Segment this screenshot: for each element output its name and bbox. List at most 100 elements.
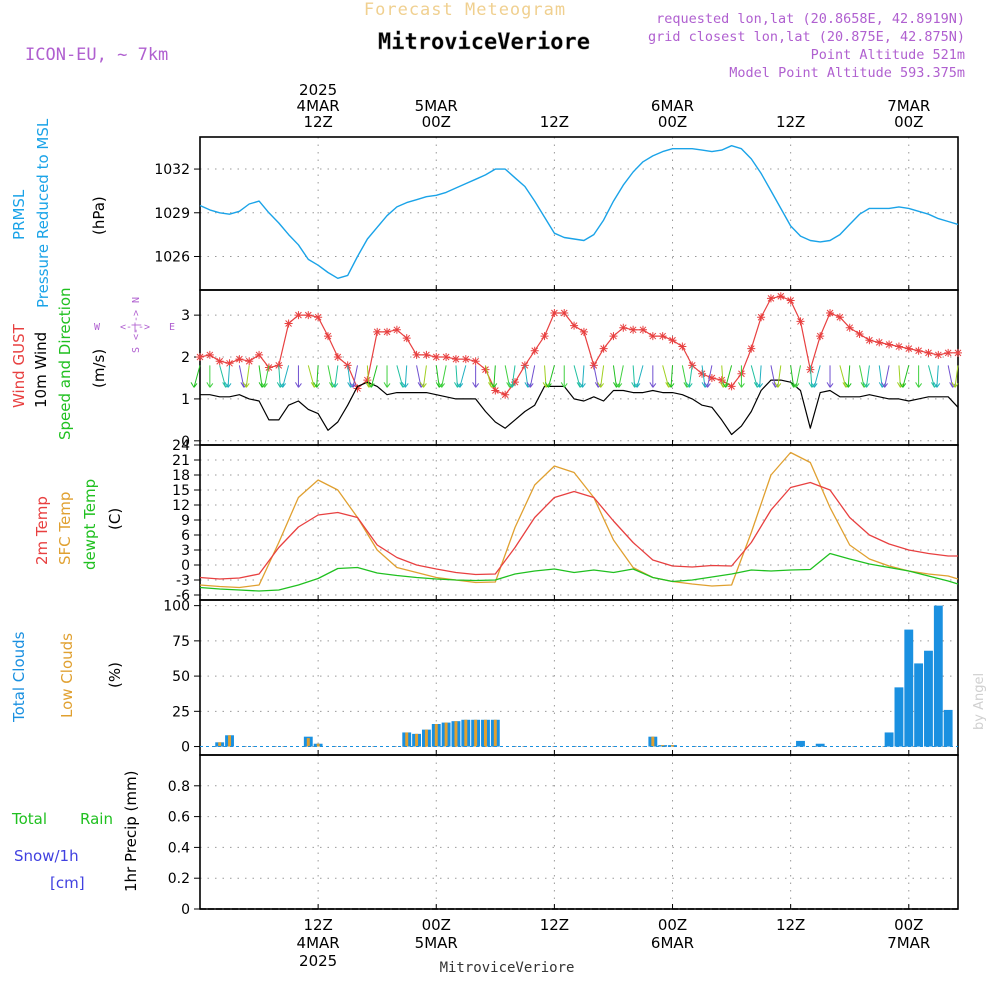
gust-marker <box>845 323 854 332</box>
y-tick-label: 1029 <box>154 206 190 222</box>
gust-marker <box>727 382 736 391</box>
wind-direction-arrow <box>573 365 584 388</box>
temperature-panel <box>199 451 959 592</box>
gust-marker <box>530 346 539 355</box>
gust-marker <box>461 355 470 364</box>
bottom-time-label: 12Z <box>776 916 805 934</box>
model-altitude: Model Point Altitude 593.375m <box>729 65 965 81</box>
wind-direction-arrow <box>401 365 409 388</box>
wind-direction-arrow <box>190 365 201 388</box>
gust-marker <box>638 325 647 334</box>
wind-direction-arrow <box>456 365 467 388</box>
tick-layer: 1026102910320123-6-303691215182124025507… <box>154 162 910 918</box>
y-tick-label: 18 <box>172 468 190 484</box>
wind-direction-arrow <box>810 365 821 388</box>
bottom-time-label: 00Z <box>894 916 923 934</box>
y-tick-label: 75 <box>172 634 190 650</box>
top-time-label: 5MAR <box>415 97 458 115</box>
bottom-time-label: 00Z <box>658 916 687 934</box>
wind-direction-arrow <box>472 365 480 388</box>
wind-direction-arrow <box>774 365 782 388</box>
wind-direction-arrow <box>560 365 568 388</box>
model-label: ICON-EU, ~ 7km <box>25 45 168 65</box>
gust-marker <box>471 357 480 366</box>
gust-marker <box>245 357 254 366</box>
wind-label: 10m Wind <box>32 332 50 408</box>
wind-direction-arrow <box>615 365 624 388</box>
wind-direction-arrow <box>238 365 248 388</box>
point-altitude: Point Altitude 521m <box>811 47 965 63</box>
total-rain-label-2: Rain <box>80 810 113 828</box>
low-cloud-bar <box>434 724 438 747</box>
panel-frame <box>199 599 959 756</box>
y-tick-label: 0.2 <box>168 871 190 887</box>
gust-marker <box>511 378 520 387</box>
wind-direction-arrow <box>859 365 868 388</box>
wind-direction-arrow <box>770 365 779 388</box>
y-tick-label: 25 <box>172 704 190 720</box>
gust-marker <box>314 313 323 322</box>
wind-direction-arrow <box>947 365 957 388</box>
temp-unit: (C) <box>106 508 124 530</box>
bottom-time-label: 12Z <box>303 916 332 934</box>
gust-marker <box>284 319 293 328</box>
wind-unit: (m/s) <box>90 349 108 388</box>
wind-direction-arrow <box>504 365 514 388</box>
gust-marker <box>816 332 825 341</box>
wind-direction-arrow <box>327 365 336 388</box>
gust-marker <box>865 336 874 345</box>
low-cloud-bar <box>671 745 674 747</box>
gust-marker <box>648 332 657 341</box>
low-clouds-label: Low Clouds <box>58 633 76 718</box>
prmsl-line <box>199 144 959 279</box>
gust-marker <box>343 361 352 370</box>
gust-marker <box>944 348 953 357</box>
compass-w: W <box>94 322 101 333</box>
gust-marker <box>196 353 204 362</box>
y-tick-label: 3 <box>181 543 190 559</box>
gust-marker <box>914 346 923 355</box>
panel-frame <box>199 136 959 291</box>
gust-marker <box>225 359 234 368</box>
gust-marker <box>934 350 943 359</box>
top-time-label: 12Z <box>540 113 569 131</box>
total-rain-label-1: Total <box>11 810 47 828</box>
total-cloud-bar <box>815 743 825 747</box>
low-cloud-bar <box>484 719 487 747</box>
gust-marker <box>520 361 529 370</box>
wind-direction-arrow <box>526 365 536 388</box>
y-tick-label: 1026 <box>154 249 190 265</box>
gust-marker <box>619 323 628 332</box>
total-cloud-bar <box>884 732 894 747</box>
grid-layer <box>200 137 958 910</box>
gust-marker <box>304 311 313 320</box>
prmsl-long-label: Pressure Reduced to MSL <box>34 118 52 308</box>
wind-direction-arrow <box>313 365 321 388</box>
wind-direction-arrow <box>667 365 675 388</box>
y-tick-label: 21 <box>172 453 190 469</box>
wind-direction-arrow <box>307 365 318 388</box>
gust-label: Wind GUST <box>10 323 28 408</box>
total-cloud-bar <box>796 740 805 747</box>
bottom-time-label: 2025 <box>299 952 337 970</box>
panel-frame <box>199 444 959 601</box>
gust-marker <box>835 313 844 322</box>
gust-marker <box>215 357 224 366</box>
low-cloud-bar <box>415 733 419 747</box>
top-time-label: 00Z <box>894 113 923 131</box>
top-time-label: 6MAR <box>651 97 694 115</box>
gust-marker <box>560 309 569 318</box>
gust-marker <box>501 390 510 399</box>
wind-direction-arrow <box>224 365 232 388</box>
y-tick-label: 1032 <box>154 162 190 178</box>
gust-marker <box>766 294 775 303</box>
top-time-label: 00Z <box>422 113 451 131</box>
gust-marker <box>717 376 726 385</box>
gust-marker <box>383 327 392 336</box>
gust-marker <box>353 384 362 393</box>
wind-direction-arrow <box>367 365 378 388</box>
gust-marker <box>776 292 785 301</box>
gust-marker <box>796 317 805 326</box>
gust-marker <box>904 344 913 353</box>
